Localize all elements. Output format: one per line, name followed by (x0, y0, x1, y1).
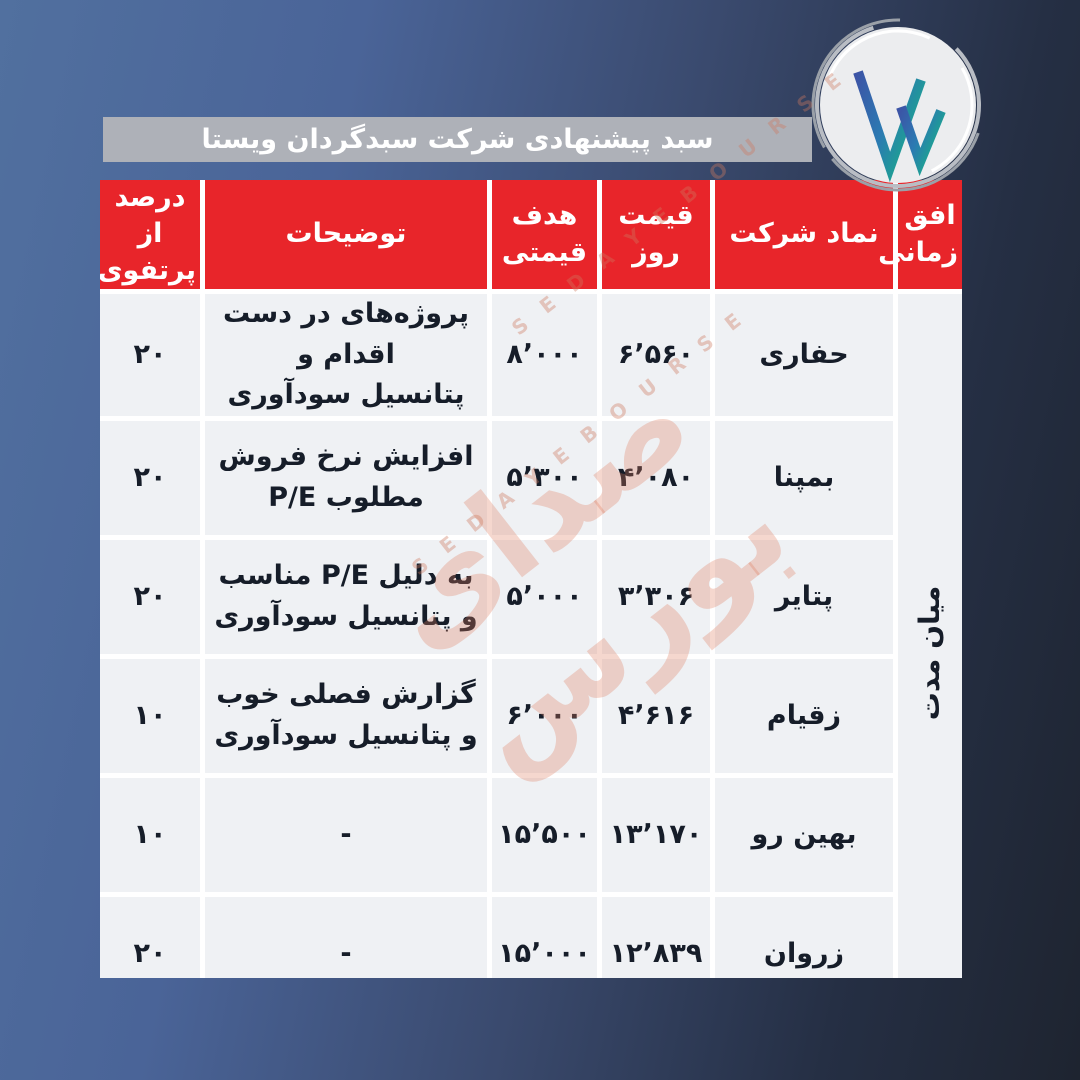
portfolio-table-wrapper: افق زمانی نماد شرکت قیمت روز هدف قیمتی ت… (100, 180, 962, 978)
notes-cell: پروژه‌های در دست اقدام و پتانسیل سودآوری (205, 294, 487, 416)
target-cell: ۶٬۰۰۰ (492, 658, 597, 773)
table-row: زقیام ۴٬۶۱۶ ۶٬۰۰۰ گزارش فصلی خوب و پتانس… (100, 658, 962, 773)
notes-cell: افزایش نرخ فروش مطلوب P/E (205, 420, 487, 535)
vista-logo-icon (811, 18, 985, 192)
price-cell: ۴٬۰۸۰ (602, 420, 710, 535)
header-portfolio-percent: درصد از پرتفوی (100, 180, 200, 290)
header-company-symbol: نماد شرکت (715, 180, 893, 290)
header-row: افق زمانی نماد شرکت قیمت روز هدف قیمتی ت… (100, 180, 962, 290)
notes-cell: - (205, 896, 487, 978)
percent-cell: ۲۰ (100, 539, 200, 654)
notes-cell: گزارش فصلی خوب و پتانسیل سودآوری (205, 658, 487, 773)
symbol-cell: زروان (715, 896, 893, 978)
header-price-target: هدف قیمتی (492, 180, 597, 290)
logo-circle (820, 27, 976, 183)
percent-cell: ۲۰ (100, 294, 200, 416)
target-cell: ۵٬۳۰۰ (492, 420, 597, 535)
page-title: سبد پیشنهادی شرکت سبدگردان ویستا (103, 117, 812, 162)
percent-cell: ۱۰ (100, 658, 200, 773)
time-horizon-cell: میان مدت (898, 294, 962, 978)
header-notes: توضیحات (205, 180, 487, 290)
symbol-cell: پتایر (715, 539, 893, 654)
notes-cell: - (205, 777, 487, 892)
logo-monogram (851, 64, 951, 183)
header-time-horizon: افق زمانی (878, 180, 962, 290)
logo-brush-ring (815, 22, 981, 188)
symbol-cell: بمپنا (715, 420, 893, 535)
target-cell: ۸٬۰۰۰ (492, 294, 597, 416)
vista-logo (805, 12, 991, 198)
price-cell: ۳٬۳۰۶ (602, 539, 710, 654)
target-cell: ۱۵٬۵۰۰ (492, 777, 597, 892)
table-row: بهین رو ۱۳٬۱۷۰ ۱۵٬۵۰۰ - ۱۰ (100, 777, 962, 892)
table-row: بمپنا ۴٬۰۸۰ ۵٬۳۰۰ افزایش نرخ فروش مطلوب … (100, 420, 962, 535)
target-cell: ۵٬۰۰۰ (492, 539, 597, 654)
price-cell: ۴٬۶۱۶ (602, 658, 710, 773)
percent-cell: ۲۰ (100, 896, 200, 978)
symbol-cell: زقیام (715, 658, 893, 773)
table-row: پتایر ۳٬۳۰۶ ۵٬۰۰۰ به دلیل P/E مناسب و پت… (100, 539, 962, 654)
notes-cell: به دلیل P/E مناسب و پتانسیل سودآوری (205, 539, 487, 654)
portfolio-table: افق زمانی نماد شرکت قیمت روز هدف قیمتی ت… (100, 180, 962, 978)
table-row: زروان ۱۲٬۸۳۹ ۱۵٬۰۰۰ - ۲۰ (100, 896, 962, 978)
price-cell: ۱۳٬۱۷۰ (602, 777, 710, 892)
logo-brush-ring-inner (822, 29, 974, 181)
table-row: میان مدت حفاری ۶٬۵۶۰ ۸٬۰۰۰ پروژه‌های در … (100, 294, 962, 978)
price-cell: ۱۲٬۸۳۹ (602, 896, 710, 978)
time-horizon-value: میان مدت (913, 585, 946, 720)
target-cell: ۱۵٬۰۰۰ (492, 896, 597, 978)
symbol-cell: حفاری (715, 294, 893, 416)
logo-brush-ring-outer (811, 18, 985, 192)
percent-cell: ۱۰ (100, 777, 200, 892)
symbol-cell: بهین رو (715, 777, 893, 892)
header-day-price: قیمت روز (602, 180, 710, 290)
price-cell: ۶٬۵۶۰ (602, 294, 710, 416)
percent-cell: ۲۰ (100, 420, 200, 535)
